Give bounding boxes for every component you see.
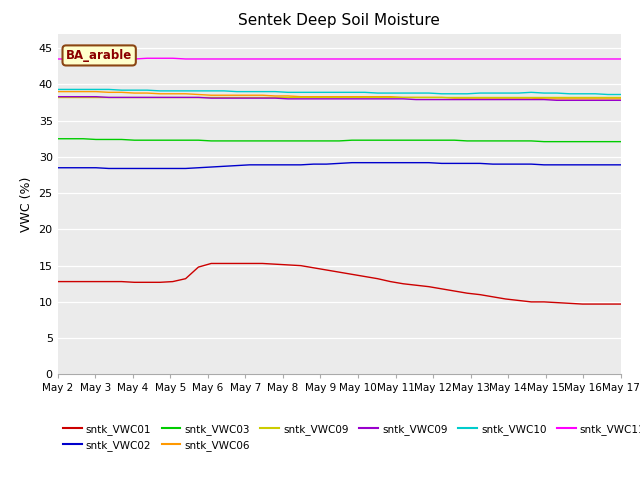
Title: Sentek Deep Soil Moisture: Sentek Deep Soil Moisture xyxy=(238,13,440,28)
Y-axis label: VWC (%): VWC (%) xyxy=(20,176,33,232)
Legend: sntk_VWC01, sntk_VWC02, sntk_VWC03, sntk_VWC06, sntk_VWC09, sntk_VWC09, sntk_VWC: sntk_VWC01, sntk_VWC02, sntk_VWC03, sntk… xyxy=(63,424,640,451)
Text: BA_arable: BA_arable xyxy=(66,49,132,62)
